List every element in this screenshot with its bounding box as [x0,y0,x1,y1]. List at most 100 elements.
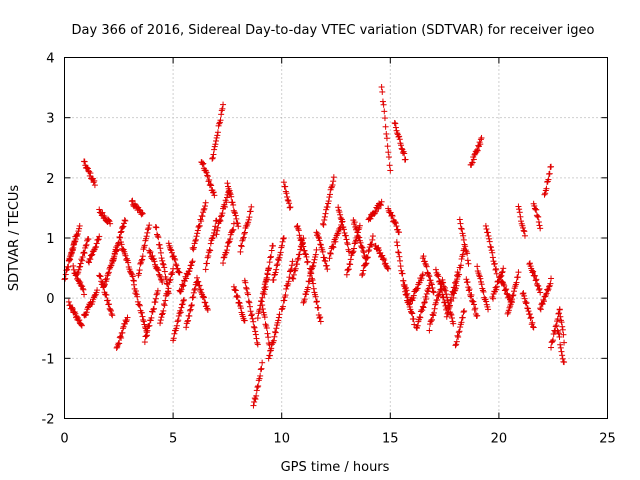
data-point [426,273,433,280]
data-point [319,220,326,227]
data-point [161,268,168,275]
data-point [337,214,344,221]
data-point [240,234,247,241]
data-point [154,266,161,273]
data-point [326,194,333,201]
data-point [308,275,315,282]
data-point [384,143,391,150]
data-point [458,255,465,262]
data-point [513,279,520,286]
data-point [238,242,245,249]
data-point [255,383,262,390]
x-tick-label: 10 [273,432,290,447]
data-point [67,256,74,263]
data-point [234,294,241,301]
data-point [283,285,290,292]
data-point [121,217,128,224]
data-point [217,217,224,224]
data-point [381,108,388,115]
data-point [87,170,94,177]
data-point [365,248,372,255]
data-point [454,332,461,339]
data-point [119,247,126,254]
data-point [120,323,127,330]
data-point [189,294,196,301]
data-point [254,384,261,391]
data-point [117,234,124,241]
data-point [537,225,544,232]
data-point [248,311,255,318]
data-point [330,244,337,251]
data-point [277,249,284,256]
data-point [409,297,416,304]
data-point [321,216,328,223]
data-point [188,302,195,309]
data-point [450,294,457,301]
data-point [452,279,459,286]
data-point [152,224,159,231]
data-point [157,276,164,283]
data-point [89,251,96,258]
data-point [464,250,471,257]
data-point [204,173,211,180]
data-point [250,402,257,409]
data-point [369,236,376,243]
y-tick-label: 4 [46,52,54,67]
data-point [393,239,400,246]
data-point [543,290,550,297]
data-point [204,306,211,313]
data-point [88,252,95,259]
data-point [502,286,509,293]
data-point [285,278,292,285]
data-point [138,257,145,264]
data-point [152,299,159,306]
data-point [516,206,523,213]
data-point [259,294,266,301]
data-point [443,294,450,301]
data-point [75,266,82,273]
data-point [460,309,467,316]
data-point [253,335,260,342]
data-point [91,182,98,189]
data-point [457,220,464,227]
data-point [403,287,410,294]
data-point [484,229,491,236]
data-point [141,321,148,328]
data-point [376,247,383,254]
data-point [525,308,532,315]
data-point [214,227,221,234]
data-point [316,237,323,244]
data-point [518,218,525,225]
grid-lines [64,57,608,419]
data-point [113,344,120,351]
data-point [516,209,523,216]
data-point [95,236,102,243]
data-point [388,212,395,219]
data-point [137,260,144,267]
data-point [323,206,330,213]
data-point [430,289,437,296]
data-point [155,267,162,274]
data-point [369,233,376,240]
data-point [130,277,137,284]
data-point [335,204,342,211]
data-point [531,205,538,212]
data-point [384,265,391,272]
data-point [450,290,457,297]
data-point [430,309,437,316]
data-point [351,240,358,247]
data-point [468,291,475,298]
data-point [237,305,244,312]
data-point [99,209,106,216]
data-point [124,314,131,321]
data-point [484,303,491,310]
data-point [277,251,284,258]
data-point [540,296,547,303]
data-point [210,229,217,236]
data-point [267,254,274,261]
data-point [202,203,209,210]
data-point [535,286,542,293]
data-point [200,160,207,167]
data-point [377,202,384,209]
